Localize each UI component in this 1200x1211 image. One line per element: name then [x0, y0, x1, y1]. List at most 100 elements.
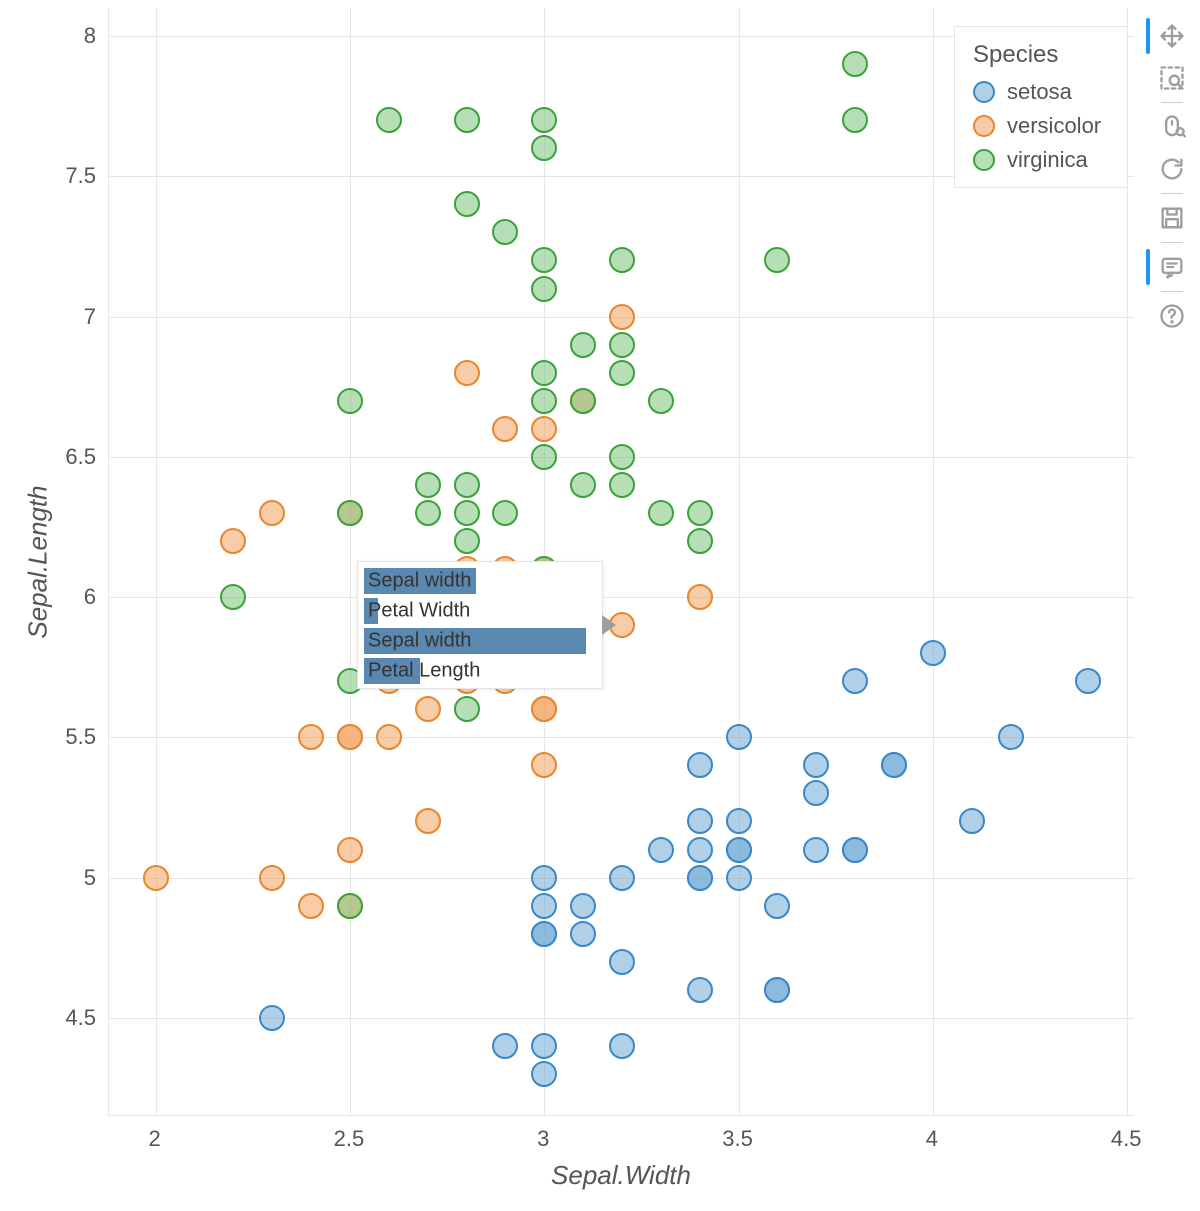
data-point-versicolor[interactable] — [143, 865, 169, 891]
data-point-setosa[interactable] — [609, 1033, 635, 1059]
data-point-virginica[interactable] — [609, 247, 635, 273]
pan-tool[interactable] — [1154, 18, 1190, 54]
data-point-virginica[interactable] — [492, 219, 518, 245]
data-point-virginica[interactable] — [842, 107, 868, 133]
data-point-setosa[interactable] — [531, 865, 557, 891]
data-point-versicolor[interactable] — [531, 416, 557, 442]
data-point-setosa[interactable] — [687, 752, 713, 778]
data-point-versicolor[interactable] — [337, 724, 363, 750]
legend-item-setosa[interactable]: setosa — [973, 79, 1109, 105]
data-point-setosa[interactable] — [492, 1033, 518, 1059]
data-point-versicolor[interactable] — [376, 724, 402, 750]
data-point-versicolor[interactable] — [531, 696, 557, 722]
data-point-setosa[interactable] — [726, 808, 752, 834]
data-point-setosa[interactable] — [531, 921, 557, 947]
data-point-versicolor[interactable] — [609, 304, 635, 330]
data-point-virginica[interactable] — [648, 388, 674, 414]
data-point-versicolor[interactable] — [415, 696, 441, 722]
data-point-setosa[interactable] — [764, 893, 790, 919]
data-point-versicolor[interactable] — [531, 752, 557, 778]
data-point-virginica[interactable] — [337, 388, 363, 414]
help-tool[interactable] — [1154, 298, 1190, 334]
data-point-virginica[interactable] — [570, 332, 596, 358]
data-point-virginica[interactable] — [609, 472, 635, 498]
hover-tool[interactable] — [1154, 249, 1190, 285]
data-point-setosa[interactable] — [687, 808, 713, 834]
wheel-zoom-tool[interactable] — [1154, 109, 1190, 145]
data-point-virginica[interactable] — [454, 528, 480, 554]
data-point-setosa[interactable] — [570, 893, 596, 919]
data-point-virginica[interactable] — [415, 472, 441, 498]
data-point-setosa[interactable] — [842, 668, 868, 694]
data-point-setosa[interactable] — [1075, 668, 1101, 694]
data-point-virginica[interactable] — [337, 500, 363, 526]
data-point-versicolor[interactable] — [415, 808, 441, 834]
legend-item-versicolor[interactable]: versicolor — [973, 113, 1109, 139]
data-point-virginica[interactable] — [454, 500, 480, 526]
data-point-virginica[interactable] — [220, 584, 246, 610]
data-point-versicolor[interactable] — [687, 584, 713, 610]
data-point-setosa[interactable] — [531, 1033, 557, 1059]
data-point-setosa[interactable] — [687, 837, 713, 863]
data-point-virginica[interactable] — [531, 444, 557, 470]
data-point-versicolor[interactable] — [454, 360, 480, 386]
data-point-virginica[interactable] — [609, 332, 635, 358]
data-point-setosa[interactable] — [881, 752, 907, 778]
data-point-setosa[interactable] — [531, 1061, 557, 1087]
data-point-virginica[interactable] — [687, 500, 713, 526]
data-point-versicolor[interactable] — [492, 416, 518, 442]
reset-tool[interactable] — [1154, 151, 1190, 187]
data-point-virginica[interactable] — [570, 388, 596, 414]
data-point-setosa[interactable] — [726, 724, 752, 750]
data-point-setosa[interactable] — [842, 837, 868, 863]
data-point-virginica[interactable] — [531, 135, 557, 161]
data-point-virginica[interactable] — [609, 444, 635, 470]
data-point-setosa[interactable] — [764, 977, 790, 1003]
data-point-virginica[interactable] — [454, 472, 480, 498]
data-point-setosa[interactable] — [959, 808, 985, 834]
data-point-setosa[interactable] — [687, 977, 713, 1003]
box-zoom-tool[interactable] — [1154, 60, 1190, 96]
data-point-versicolor[interactable] — [220, 528, 246, 554]
data-point-virginica[interactable] — [531, 276, 557, 302]
data-point-virginica[interactable] — [454, 191, 480, 217]
data-point-versicolor[interactable] — [259, 500, 285, 526]
x-axis-label: Sepal.Width — [551, 1160, 691, 1191]
data-point-virginica[interactable] — [531, 247, 557, 273]
data-point-virginica[interactable] — [337, 893, 363, 919]
data-point-virginica[interactable] — [531, 107, 557, 133]
data-point-setosa[interactable] — [609, 949, 635, 975]
data-point-setosa[interactable] — [998, 724, 1024, 750]
data-point-setosa[interactable] — [726, 865, 752, 891]
data-point-setosa[interactable] — [531, 893, 557, 919]
data-point-setosa[interactable] — [726, 837, 752, 863]
data-point-versicolor[interactable] — [259, 865, 285, 891]
data-point-setosa[interactable] — [687, 865, 713, 891]
data-point-virginica[interactable] — [648, 500, 674, 526]
data-point-setosa[interactable] — [648, 837, 674, 863]
save-tool[interactable] — [1154, 200, 1190, 236]
data-point-virginica[interactable] — [454, 696, 480, 722]
data-point-virginica[interactable] — [687, 528, 713, 554]
data-point-setosa[interactable] — [259, 1005, 285, 1031]
data-point-virginica[interactable] — [764, 247, 790, 273]
data-point-virginica[interactable] — [492, 500, 518, 526]
data-point-virginica[interactable] — [842, 51, 868, 77]
data-point-setosa[interactable] — [920, 640, 946, 666]
legend-item-virginica[interactable]: virginica — [973, 147, 1109, 173]
data-point-virginica[interactable] — [531, 388, 557, 414]
data-point-virginica[interactable] — [531, 360, 557, 386]
data-point-virginica[interactable] — [376, 107, 402, 133]
data-point-virginica[interactable] — [570, 472, 596, 498]
data-point-versicolor[interactable] — [337, 837, 363, 863]
data-point-setosa[interactable] — [803, 752, 829, 778]
data-point-virginica[interactable] — [454, 107, 480, 133]
data-point-virginica[interactable] — [609, 360, 635, 386]
data-point-setosa[interactable] — [803, 837, 829, 863]
data-point-setosa[interactable] — [609, 865, 635, 891]
data-point-versicolor[interactable] — [298, 724, 324, 750]
data-point-setosa[interactable] — [570, 921, 596, 947]
data-point-setosa[interactable] — [803, 780, 829, 806]
data-point-virginica[interactable] — [415, 500, 441, 526]
data-point-versicolor[interactable] — [298, 893, 324, 919]
